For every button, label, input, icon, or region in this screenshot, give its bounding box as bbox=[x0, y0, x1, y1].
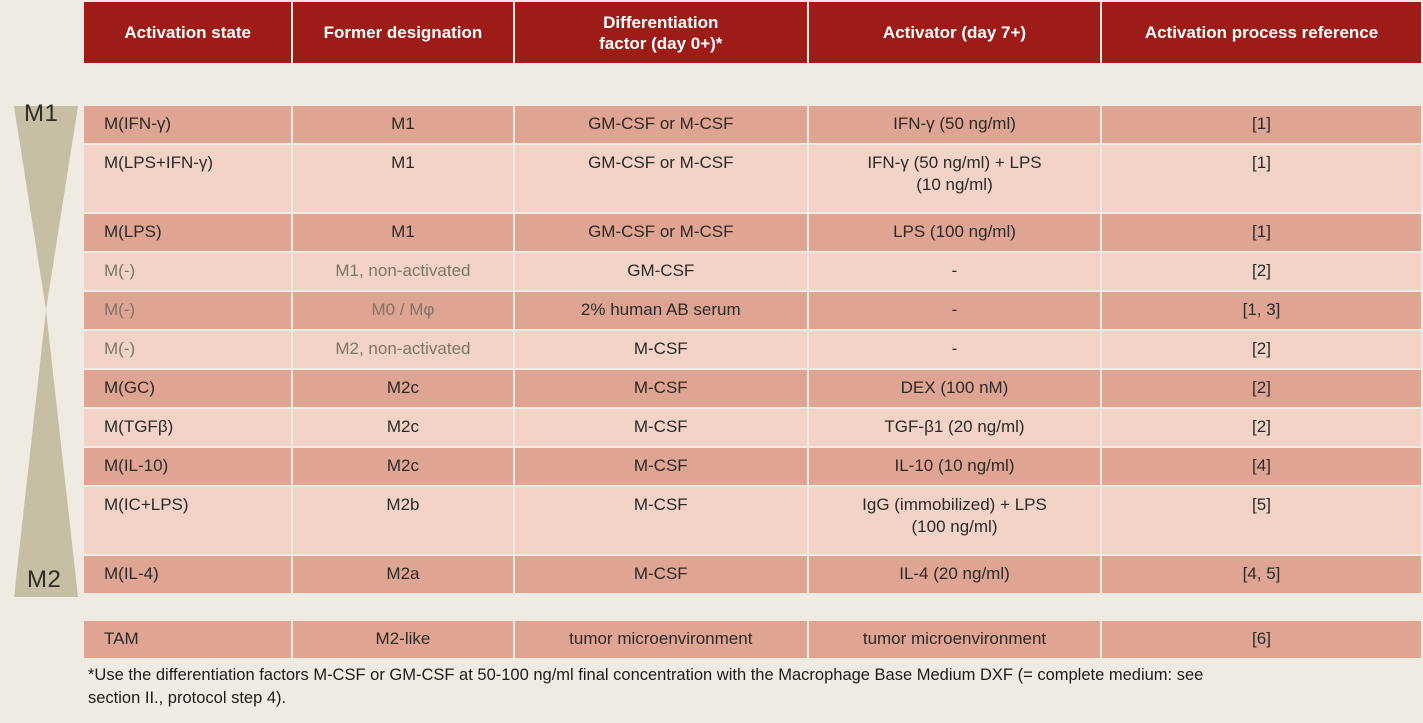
cell-differentiation-factor: M-CSF bbox=[514, 556, 807, 593]
footnote: *Use the differentiation factors M-CSF o… bbox=[88, 666, 1204, 707]
table-row: M(IL-10) M2c M-CSF IL-10 (10 ng/ml) [4] bbox=[84, 448, 1421, 485]
cell-activator: IL-10 (10 ng/ml) bbox=[808, 448, 1101, 485]
cell-activator: - bbox=[808, 331, 1101, 368]
header-activation-process-reference: Activation process reference bbox=[1102, 2, 1421, 63]
cell-differentiation-factor: tumor microenvironment bbox=[514, 621, 807, 658]
cell-former-designation: M2, non-activated bbox=[293, 331, 513, 368]
cell-activation-state: M(IC+LPS) bbox=[84, 487, 292, 554]
macrophage-activation-table: Activation state Former designation Diff… bbox=[82, 0, 1423, 660]
cell-activation-state: M(IL-4) bbox=[84, 556, 292, 593]
cell-reference: [4] bbox=[1102, 448, 1421, 485]
cell-reference: [2] bbox=[1102, 331, 1421, 368]
cell-former-designation: M2c bbox=[293, 370, 513, 407]
header-row: Activation state Former designation Diff… bbox=[84, 2, 1421, 63]
cell-activation-state: M(-) bbox=[84, 331, 292, 368]
cell-activation-state: M(TGFβ) bbox=[84, 409, 292, 446]
cell-activation-state: M(LPS+IFN-γ) bbox=[84, 145, 292, 212]
cell-former-designation: M1 bbox=[293, 145, 513, 212]
cell-former-designation: M1 bbox=[293, 214, 513, 251]
cell-differentiation-factor: M-CSF bbox=[514, 331, 807, 368]
cell-activation-state: M(-) bbox=[84, 292, 292, 329]
cell-activation-state: M(LPS) bbox=[84, 214, 292, 251]
cell-reference: [5] bbox=[1102, 487, 1421, 554]
funnel-top-triangle bbox=[14, 106, 78, 310]
cell-differentiation-factor: GM-CSF or M-CSF bbox=[514, 145, 807, 212]
table-row: M(IFN-γ) M1 GM-CSF or M-CSF IFN-γ (50 ng/ml… bbox=[84, 106, 1421, 143]
cell-activation-state: M(IL-10) bbox=[84, 448, 292, 485]
cell-activator: IL-4 (20 ng/ml) bbox=[808, 556, 1101, 593]
row-gap bbox=[84, 595, 1421, 619]
cell-reference: [6] bbox=[1102, 621, 1421, 658]
m1-side-label: M1 bbox=[24, 100, 59, 127]
cell-former-designation: M0 / Mφ bbox=[293, 292, 513, 329]
table-row: M(LPS+IFN-γ) M1 GM-CSF or M-CSF IFN-γ (50 n… bbox=[84, 145, 1421, 212]
header-former-designation: Former designation bbox=[293, 2, 513, 63]
cell-former-designation: M1 bbox=[293, 106, 513, 143]
table-row: M(-) M1, non-activated GM-CSF - [2] bbox=[84, 253, 1421, 290]
header-gap-cell bbox=[84, 65, 1421, 104]
table-row: TAM M2-like tumor microenvironment tumor mi… bbox=[84, 621, 1421, 658]
cell-differentiation-factor: GM-CSF or M-CSF bbox=[514, 106, 807, 143]
table-row: M(-) M0 / Mφ 2% human AB serum - [1, 3] bbox=[84, 292, 1421, 329]
cell-reference: [1, 3] bbox=[1102, 292, 1421, 329]
cell-activation-state: TAM bbox=[84, 621, 292, 658]
table-body: M(IFN-γ) M1 GM-CSF or M-CSF IFN-γ (50 ng/ml… bbox=[84, 106, 1421, 658]
cell-activator: LPS (100 ng/ml) bbox=[808, 214, 1101, 251]
m1-m2-funnel-shape bbox=[14, 106, 78, 597]
cell-activator: IFN-γ (50 ng/ml) bbox=[808, 106, 1101, 143]
cell-activator: TGF-β1 (20 ng/ml) bbox=[808, 409, 1101, 446]
cell-differentiation-factor: 2% human AB serum bbox=[514, 292, 807, 329]
table-row: M(TGFβ) M2c M-CSF TGF-β1 (20 ng/ml) [2] bbox=[84, 409, 1421, 446]
cell-former-designation: M1, non-activated bbox=[293, 253, 513, 290]
cell-reference: [1] bbox=[1102, 145, 1421, 212]
cell-differentiation-factor: GM-CSF bbox=[514, 253, 807, 290]
cell-activation-state: M(GC) bbox=[84, 370, 292, 407]
cell-differentiation-factor: M-CSF bbox=[514, 448, 807, 485]
cell-reference: [2] bbox=[1102, 253, 1421, 290]
cell-differentiation-factor: GM-CSF or M-CSF bbox=[514, 214, 807, 251]
header-activation-state: Activation state bbox=[84, 2, 292, 63]
cell-activator: tumor microenvironment bbox=[808, 621, 1101, 658]
cell-former-designation: M2-like bbox=[293, 621, 513, 658]
header-gap-row bbox=[84, 65, 1421, 104]
cell-activator: DEX (100 nM) bbox=[808, 370, 1101, 407]
cell-reference: [2] bbox=[1102, 370, 1421, 407]
cell-activator: IFN-γ (50 ng/ml) + LPS (10 ng/ml) bbox=[808, 145, 1101, 212]
funnel-bottom-triangle bbox=[14, 310, 78, 597]
cell-former-designation: M2c bbox=[293, 448, 513, 485]
cell-former-designation: M2a bbox=[293, 556, 513, 593]
cell-reference: [2] bbox=[1102, 409, 1421, 446]
table-row: M(IL-4) M2a M-CSF IL-4 (20 ng/ml) [4, 5] bbox=[84, 556, 1421, 593]
table-row: M(IC+LPS) M2b M-CSF IgG (immobilized) + LPS… bbox=[84, 487, 1421, 554]
cell-activator: - bbox=[808, 253, 1101, 290]
table-row: M(GC) M2c M-CSF DEX (100 nM) [2] bbox=[84, 370, 1421, 407]
cell-activator: - bbox=[808, 292, 1101, 329]
cell-activation-state: M(IFN-γ) bbox=[84, 106, 292, 143]
table-header: Activation state Former designation Diff… bbox=[84, 2, 1421, 104]
cell-former-designation: M2b bbox=[293, 487, 513, 554]
m2-side-label: M2 bbox=[27, 566, 62, 593]
header-differentiation-factor: Differentiation factor (day 0+)* bbox=[514, 2, 807, 63]
cell-differentiation-factor: M-CSF bbox=[514, 409, 807, 446]
cell-differentiation-factor: M-CSF bbox=[514, 487, 807, 554]
header-activator: Activator (day 7+) bbox=[808, 2, 1101, 63]
cell-reference: [1] bbox=[1102, 214, 1421, 251]
table-row: M(-) M2, non-activated M-CSF - [2] bbox=[84, 331, 1421, 368]
cell-former-designation: M2c bbox=[293, 409, 513, 446]
table-row: M(LPS) M1 GM-CSF or M-CSF LPS (100 ng/ml) [1… bbox=[84, 214, 1421, 251]
cell-activation-state: M(-) bbox=[84, 253, 292, 290]
cell-reference: [1] bbox=[1102, 106, 1421, 143]
cell-activator: IgG (immobilized) + LPS (100 ng/ml) bbox=[808, 487, 1101, 554]
cell-differentiation-factor: M-CSF bbox=[514, 370, 807, 407]
cell-reference: [4, 5] bbox=[1102, 556, 1421, 593]
row-gap-cell bbox=[84, 595, 1421, 619]
